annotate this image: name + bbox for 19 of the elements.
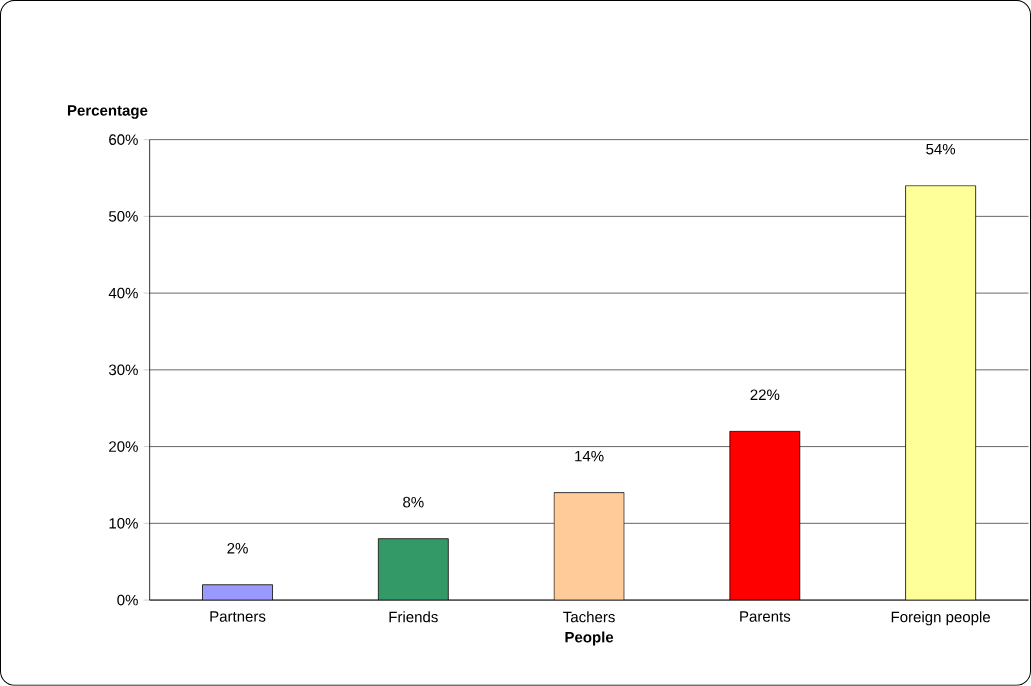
y-tick-label: 0% <box>117 594 138 606</box>
y-tick-label: 30% <box>108 364 138 376</box>
data-label: 22% <box>750 389 780 401</box>
y-tick-label: 40% <box>108 287 138 299</box>
x-tick-label: Tachers <box>563 611 615 623</box>
data-label: 54% <box>926 144 956 155</box>
x-axis-title: People <box>565 631 614 646</box>
data-label: 14% <box>575 451 604 462</box>
x-tick-label: Foreign people <box>891 611 990 626</box>
y-tick-label: 50% <box>108 211 138 222</box>
x-tick-label: Partners <box>210 611 266 622</box>
y-tick-label: 10% <box>109 518 138 529</box>
x-tick-label: Parents <box>740 611 791 622</box>
y-tick-label: 60% <box>109 134 138 146</box>
y-tick-label: 20% <box>109 441 138 453</box>
y-axis-title: Percentage <box>67 105 148 119</box>
data-label: 8% <box>403 497 424 508</box>
data-label: 2% <box>227 543 248 554</box>
x-tick-label: Friends <box>389 611 438 623</box>
